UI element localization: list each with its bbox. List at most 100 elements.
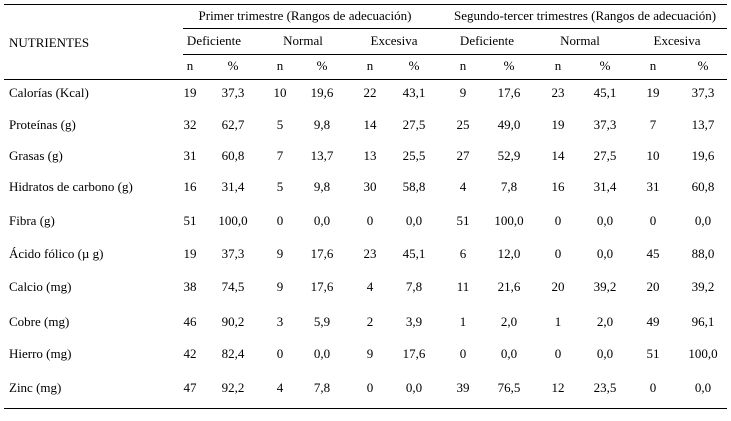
category-header: Excesiva: [653, 33, 701, 48]
subheader-percent: %: [316, 58, 328, 73]
row-label: Calorías (Kcal): [9, 85, 89, 100]
group-rule: [183, 28, 727, 29]
table-cell: 9,8: [313, 179, 331, 194]
table-cell: 23: [363, 246, 377, 261]
table-cell: 0: [459, 346, 467, 361]
table-cell: 0: [554, 346, 562, 361]
table-cell: 39,2: [691, 279, 715, 294]
subheader-percent: %: [503, 58, 515, 73]
row-label: Hierro (mg): [9, 346, 72, 361]
table-cell: 0,0: [500, 346, 518, 361]
table-cell: 7,8: [313, 380, 331, 395]
table-cell: 88,0: [691, 246, 715, 261]
group-header-second-third-trimesters: Segundo-tercer trimestres (Rangos de ade…: [453, 8, 717, 23]
table-cell: 19: [183, 246, 197, 261]
table-cell: 21,6: [497, 279, 521, 294]
table-cell: 0: [554, 213, 562, 228]
row-label: Zinc (mg): [9, 380, 62, 395]
table-cell: 7: [649, 117, 657, 132]
table-cell: 9: [276, 279, 284, 294]
table-cell: 17,6: [310, 279, 334, 294]
row-label: Fibra (g): [9, 213, 55, 228]
table-cell: 13,7: [691, 117, 715, 132]
table-cell: 60,8: [221, 148, 245, 163]
table-cell: 17,6: [310, 246, 334, 261]
table-cell: 37,3: [691, 85, 715, 100]
table-cell: 14: [551, 148, 565, 163]
row-label: Hidratos de carbono (g): [9, 179, 133, 194]
table-cell: 20: [551, 279, 565, 294]
table-cell: 0: [366, 213, 374, 228]
subheader-percent: %: [599, 58, 611, 73]
table-cell: 23,5: [593, 380, 617, 395]
row-label: Cobre (mg): [9, 314, 70, 329]
table-cell: 0,0: [313, 346, 331, 361]
table-cell: 27,5: [593, 148, 617, 163]
category-rule: [183, 54, 727, 55]
table-cell: 49,0: [497, 117, 521, 132]
table-cell: 47: [183, 380, 197, 395]
table-cell: 58,8: [402, 179, 426, 194]
table-cell: 51: [646, 346, 660, 361]
subheader-percent: %: [697, 58, 709, 73]
table-cell: 7,8: [500, 179, 518, 194]
table-cell: 1: [554, 314, 562, 329]
group-header-first-trimester: Primer trimestre (Rangos de adecuación): [198, 8, 412, 23]
table-cell: 37,3: [221, 85, 245, 100]
table-cell: 9,8: [313, 117, 331, 132]
table-cell: 90,2: [221, 314, 245, 329]
table-cell: 13: [363, 148, 377, 163]
table-cell: 2: [366, 314, 374, 329]
table-cell: 0: [554, 246, 562, 261]
table-cell: 45,1: [402, 246, 426, 261]
table-cell: 2,0: [500, 314, 518, 329]
table-cell: 4: [276, 380, 284, 395]
table-cell: 62,7: [221, 117, 245, 132]
table-cell: 17,6: [402, 346, 426, 361]
table-cell: 49: [646, 314, 660, 329]
table-cell: 52,9: [497, 148, 521, 163]
table-cell: 30: [363, 179, 377, 194]
row-label: Ácido fólico (µ g): [9, 246, 104, 261]
table-cell: 0,0: [596, 246, 614, 261]
table-cell: 76,5: [497, 380, 521, 395]
table-cell: 60,8: [691, 179, 715, 194]
row-label: Calcio (mg): [9, 279, 72, 294]
table-cell: 39,2: [593, 279, 617, 294]
table-cell: 0: [366, 380, 374, 395]
table-cell: 27,5: [402, 117, 426, 132]
table-cell: 45: [646, 246, 660, 261]
table-cell: 19: [551, 117, 565, 132]
table-cell: 51: [183, 213, 197, 228]
table-cell: 16: [551, 179, 565, 194]
table-cell: 39: [456, 380, 470, 395]
table-cell: 45,1: [593, 85, 617, 100]
table-cell: 5: [276, 117, 284, 132]
table-cell: 9: [459, 85, 467, 100]
table-cell: 7: [276, 148, 284, 163]
table-cell: 4: [366, 279, 374, 294]
row-header: NUTRIENTES: [9, 35, 90, 50]
category-header: Deficiente: [186, 33, 242, 48]
table-cell: 92,2: [221, 380, 245, 395]
table-cell: 25: [456, 117, 470, 132]
table-cell: 5: [276, 179, 284, 194]
table-cell: 19,6: [691, 148, 715, 163]
bottom-rule: [4, 408, 727, 409]
table-cell: 25,5: [402, 148, 426, 163]
category-header: Deficiente: [459, 33, 515, 48]
table-cell: 5,9: [313, 314, 331, 329]
table-cell: 9: [366, 346, 374, 361]
table-cell: 14: [363, 117, 377, 132]
table-cell: 0,0: [405, 213, 423, 228]
table-cell: 22: [363, 85, 377, 100]
subheader-percent: %: [408, 58, 420, 73]
table-cell: 0,0: [694, 213, 712, 228]
category-header: Normal: [560, 33, 600, 48]
table-cell: 37,3: [221, 246, 245, 261]
table-cell: 9: [276, 246, 284, 261]
table-cell: 31,4: [221, 179, 245, 194]
table-cell: 100,0: [494, 213, 524, 228]
table-cell: 0: [649, 380, 657, 395]
table-cell: 96,1: [691, 314, 715, 329]
